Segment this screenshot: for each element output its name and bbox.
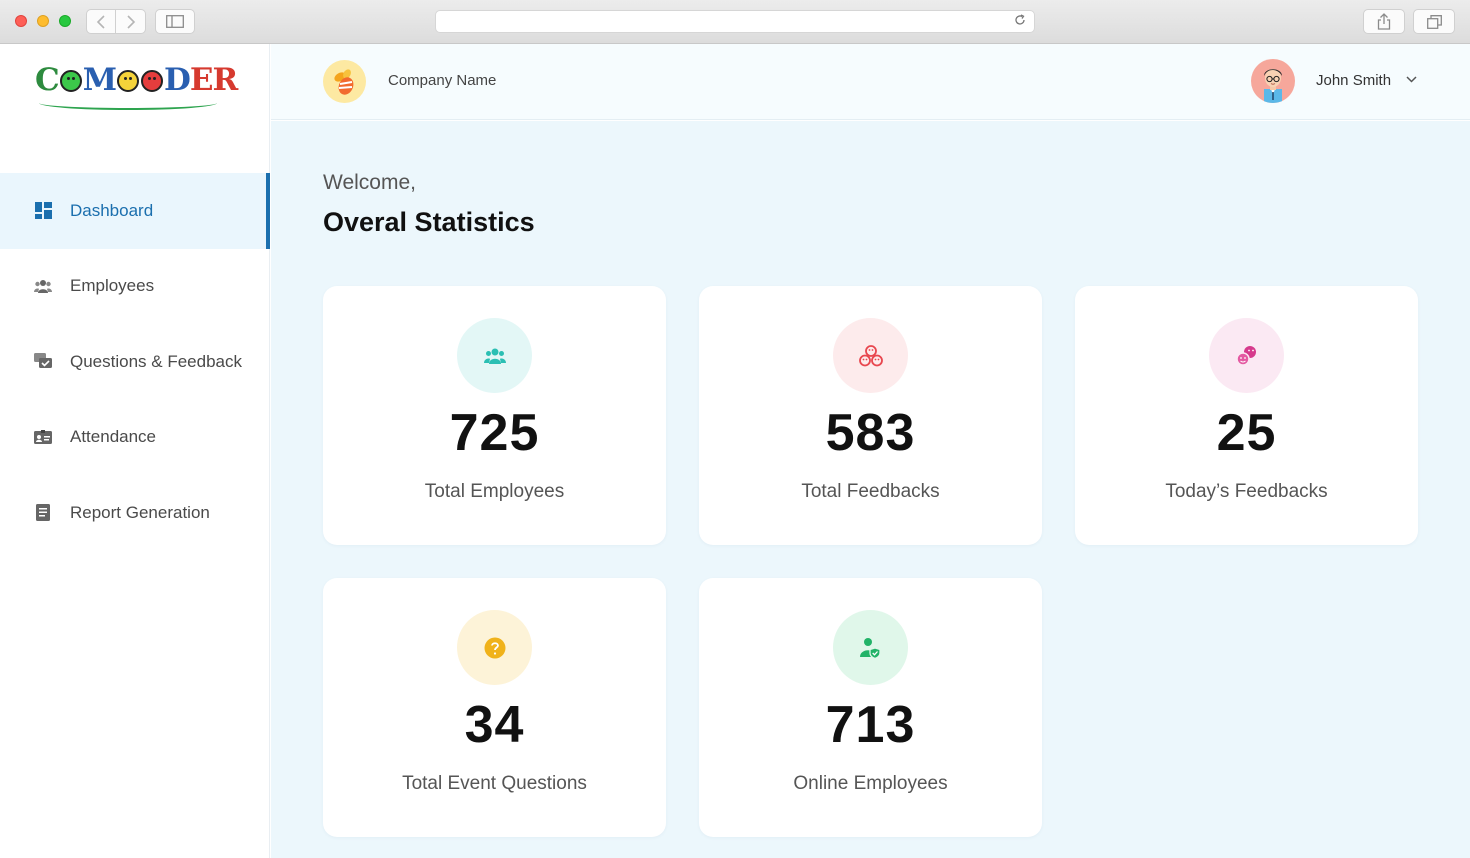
chevron-down-icon[interactable] xyxy=(1406,74,1417,85)
window-minimize-button[interactable] xyxy=(37,15,49,27)
stat-label: Total Event Questions xyxy=(402,773,587,794)
stat-label: Total Employees xyxy=(424,481,565,502)
sidebar-item-report-generation[interactable]: Report Generation xyxy=(0,475,270,551)
share-icon xyxy=(1377,13,1391,30)
sidebar-item-label: Employees xyxy=(70,276,155,296)
sidebar-item-employees[interactable]: Employees xyxy=(0,249,270,325)
faces-icon xyxy=(833,318,908,393)
sidebar-item-label: Questions & Feedback xyxy=(70,351,242,371)
window-zoom-button[interactable] xyxy=(59,15,71,27)
dashboard-icon xyxy=(34,202,52,220)
stat-label: Total Feedbacks xyxy=(801,481,940,502)
sidebar: C M DER Dashboard Employees Questions & Fe… xyxy=(0,44,270,858)
welcome-text: Welcome, xyxy=(323,171,416,194)
address-bar[interactable] xyxy=(435,10,1035,33)
browser-sidebar-button[interactable] xyxy=(155,9,195,34)
sidebar-item-label: Report Generation xyxy=(70,502,210,522)
top-header: Company Name John Smith xyxy=(271,44,1470,120)
sidebar-item-label: Dashboard xyxy=(70,200,154,220)
sidebar-item-attendance[interactable]: Attendance xyxy=(0,400,270,476)
stat-value: 713 xyxy=(825,696,916,754)
stat-value: 583 xyxy=(825,404,916,462)
sidebar-nav: Dashboard Employees Questions & Feedback… xyxy=(0,173,270,551)
main-content: Welcome, Overal Statistics 725 Total Emp… xyxy=(271,121,1470,858)
chat-icon xyxy=(34,353,52,371)
user-name[interactable]: John Smith xyxy=(1316,72,1392,89)
employees-icon xyxy=(34,277,52,295)
id-card-icon xyxy=(34,428,52,446)
stat-card-todays-feedbacks[interactable]: 25 Today’s Feedbacks xyxy=(1075,286,1418,545)
logo-wordmark: C M DER xyxy=(35,62,238,98)
tabs-icon xyxy=(1426,14,1442,29)
company-name: Company Name xyxy=(388,72,497,89)
browser-tabs-button[interactable] xyxy=(1413,9,1455,34)
user-online-icon xyxy=(833,610,908,685)
stat-card-total-feedbacks[interactable]: 583 Total Feedbacks xyxy=(699,286,1042,545)
stat-label: Online Employees xyxy=(793,773,948,794)
bee-icon xyxy=(334,69,354,95)
chevron-left-icon xyxy=(96,14,105,29)
question-icon xyxy=(457,610,532,685)
stat-card-total-employees[interactable]: 725 Total Employees xyxy=(323,286,666,545)
user-avatar-icon xyxy=(1264,69,1282,103)
reload-icon[interactable] xyxy=(1014,14,1026,29)
stat-card-online-employees[interactable]: 713 Online Employees xyxy=(699,578,1042,837)
stat-label: Today’s Feedbacks xyxy=(1165,481,1328,502)
browser-forward-button[interactable] xyxy=(116,9,146,34)
avatar[interactable] xyxy=(1251,59,1295,103)
browser-back-button[interactable] xyxy=(86,9,116,34)
window-close-button[interactable] xyxy=(15,15,27,27)
sidebar-item-dashboard[interactable]: Dashboard xyxy=(0,173,270,249)
sidebar-item-label: Attendance xyxy=(70,427,157,447)
comooder-logo[interactable]: C M DER xyxy=(35,62,238,126)
browser-toolbar xyxy=(0,0,1470,44)
browser-share-button[interactable] xyxy=(1363,9,1405,34)
stat-card-total-event-questions[interactable]: 34 Total Event Questions xyxy=(323,578,666,837)
stat-value: 34 xyxy=(464,696,525,754)
logo-swoosh xyxy=(39,96,217,110)
sidebar-item-questions-feedback[interactable]: Questions & Feedback xyxy=(0,324,270,400)
chevron-right-icon xyxy=(126,14,135,29)
stat-value: 725 xyxy=(449,404,540,462)
stat-value: 25 xyxy=(1216,404,1277,462)
report-icon xyxy=(34,504,52,522)
company-logo[interactable] xyxy=(323,60,366,103)
users-icon xyxy=(457,318,532,393)
sidebar-icon xyxy=(166,15,184,28)
emoji-pair-icon xyxy=(1209,318,1284,393)
page-title: Overal Statistics xyxy=(323,207,535,237)
